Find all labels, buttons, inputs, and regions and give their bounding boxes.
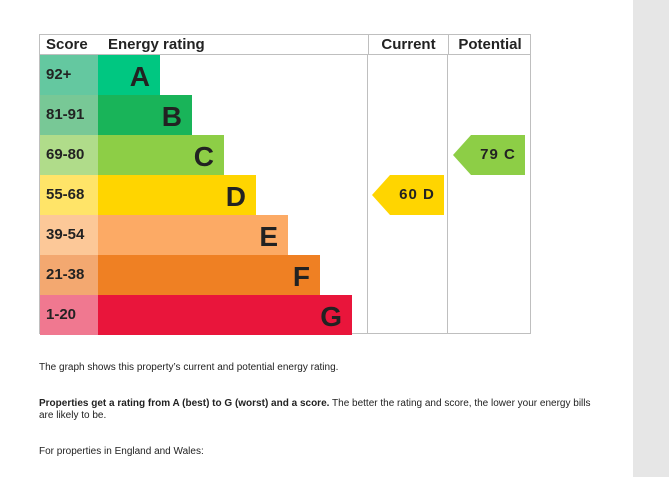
rating-band-f: 21-38 F [40, 255, 367, 295]
graph-description: The graph shows this property’s current … [39, 362, 339, 373]
header-current: Current [368, 35, 448, 55]
potential-rating-arrow-shape [453, 135, 525, 175]
band-score-range: 21-38 [40, 255, 98, 295]
current-rating-label: 60 D [399, 186, 435, 203]
band-letter: G [320, 301, 342, 332]
band-letter: F [292, 261, 310, 292]
current-column-divider [367, 55, 368, 333]
band-score-range: 1-20 [40, 295, 98, 335]
rating-explanation: Properties get a rating from A (best) to… [39, 398, 599, 422]
potential-rating-arrow: 79 C [453, 135, 525, 175]
current-rating-arrow: 60 D [372, 175, 444, 215]
band-bar: D [98, 175, 256, 215]
band-letter: D [225, 181, 246, 212]
band-letter: A [129, 61, 150, 92]
rating-band-b: 81-91 B [40, 95, 367, 135]
band-letter: C [193, 141, 214, 172]
band-score-range: 81-91 [40, 95, 98, 135]
rating-band-e: 39-54 E [40, 215, 367, 255]
band-letter: E [259, 221, 278, 252]
rating-band-a: 92+ A [40, 55, 367, 95]
band-bar: A [98, 55, 160, 95]
rating-band-d: 55-68 D [40, 175, 367, 215]
band-bar: G [98, 295, 352, 335]
band-score-range: 55-68 [40, 175, 98, 215]
header-score: Score [40, 35, 98, 55]
region-note: For properties in England and Wales: [39, 446, 204, 457]
potential-column-divider [447, 55, 448, 333]
energy-rating-table: Score Energy rating Current Potential 92… [39, 34, 531, 335]
rating-explanation-bold: Properties get a rating from A (best) to… [39, 398, 330, 409]
band-bar: E [98, 215, 288, 255]
band-bar: C [98, 135, 224, 175]
band-bar: F [98, 255, 320, 295]
header-energy-rating: Energy rating [98, 35, 368, 55]
rating-band-g: 1-20 G [40, 295, 367, 335]
current-rating-arrow-shape [372, 175, 444, 215]
rating-band-c: 69-80 C [40, 135, 367, 175]
band-letter: B [161, 101, 182, 132]
band-score-range: 69-80 [40, 135, 98, 175]
band-score-range: 92+ [40, 55, 98, 95]
header-potential: Potential [448, 35, 531, 55]
right-gutter [633, 0, 669, 477]
rating-explanation-rest: The better the rating and score, the low… [39, 398, 591, 421]
band-score-range: 39-54 [40, 215, 98, 255]
band-bar: B [98, 95, 192, 135]
potential-rating-label: 79 C [480, 146, 516, 163]
